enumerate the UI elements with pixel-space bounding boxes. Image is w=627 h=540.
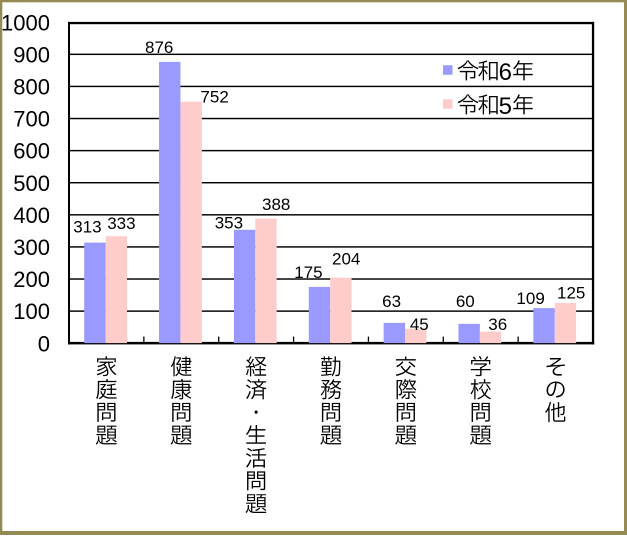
svg-text:125: 125 <box>557 284 585 303</box>
svg-text:600: 600 <box>13 139 50 164</box>
svg-text:60: 60 <box>456 292 475 311</box>
svg-text:109: 109 <box>516 289 544 308</box>
svg-text:200: 200 <box>13 267 50 292</box>
svg-text:800: 800 <box>13 75 50 100</box>
svg-text:45: 45 <box>410 315 429 334</box>
svg-text:900: 900 <box>13 42 50 67</box>
svg-text:333: 333 <box>107 214 135 233</box>
svg-text:313: 313 <box>73 218 101 237</box>
svg-text:100: 100 <box>13 299 50 324</box>
svg-text:6: 6 <box>499 59 512 86</box>
svg-text:400: 400 <box>13 203 50 228</box>
svg-text:388: 388 <box>262 195 290 214</box>
svg-text:63: 63 <box>382 292 401 311</box>
svg-text:700: 700 <box>13 107 50 132</box>
svg-text:752: 752 <box>200 87 228 106</box>
svg-text:500: 500 <box>13 171 50 196</box>
svg-text:1000: 1000 <box>1 10 50 35</box>
svg-text:0: 0 <box>38 331 50 356</box>
svg-text:36: 36 <box>488 315 507 334</box>
svg-text:876: 876 <box>145 38 173 57</box>
svg-text:204: 204 <box>332 250 360 269</box>
svg-text:175: 175 <box>294 263 322 282</box>
svg-text:353: 353 <box>215 214 243 233</box>
svg-text:300: 300 <box>13 235 50 260</box>
svg-text:5: 5 <box>499 93 512 120</box>
